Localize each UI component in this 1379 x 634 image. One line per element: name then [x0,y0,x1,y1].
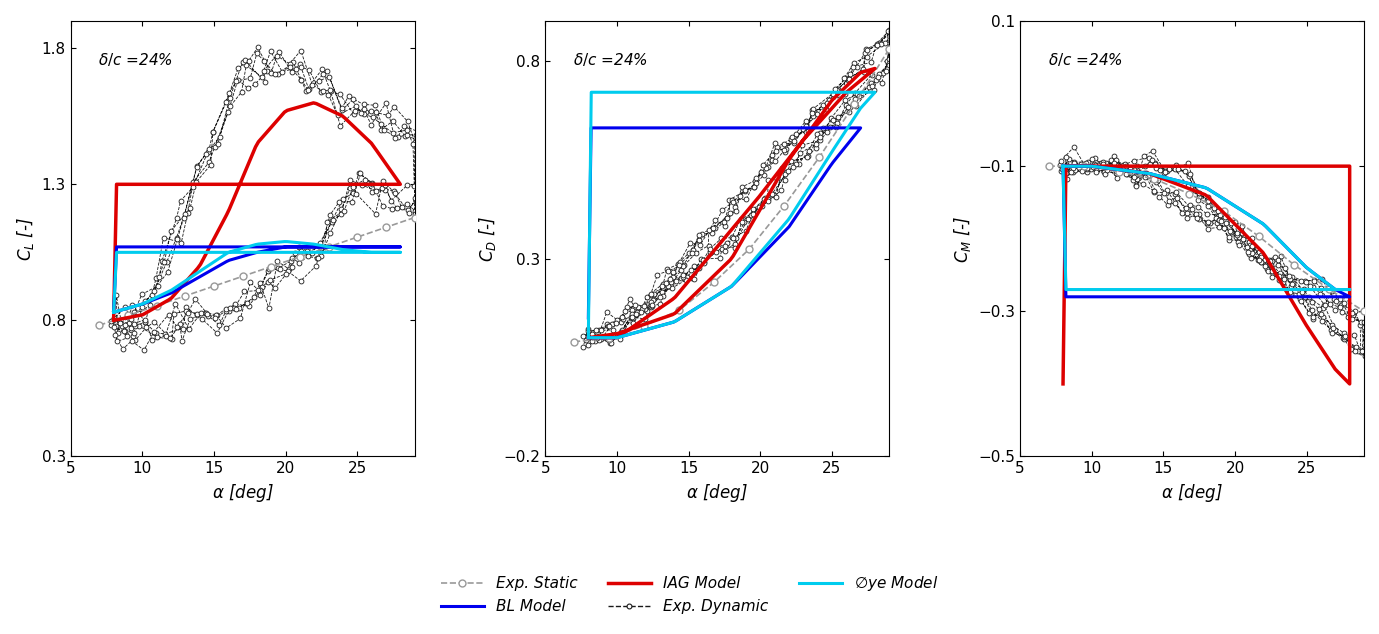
X-axis label: $\alpha$ [deg]: $\alpha$ [deg] [687,482,749,504]
X-axis label: $\alpha$ [deg]: $\alpha$ [deg] [212,482,273,504]
Legend: Exp. Static, BL Model, IAG Model, Exp. Dynamic, $\emptyset$ye Model: Exp. Static, BL Model, IAG Model, Exp. D… [434,568,945,620]
Text: $\delta/c$ =24%: $\delta/c$ =24% [98,51,174,68]
Y-axis label: $C_L$ [-]: $C_L$ [-] [15,217,36,261]
Text: $\delta/c$ =24%: $\delta/c$ =24% [572,51,648,68]
Text: $\delta/c$ =24%: $\delta/c$ =24% [1048,51,1123,68]
Y-axis label: $C_M$ [-]: $C_M$ [-] [952,215,972,262]
Y-axis label: $C_D$ [-]: $C_D$ [-] [477,216,498,262]
X-axis label: $\alpha$ [deg]: $\alpha$ [deg] [1161,482,1223,504]
